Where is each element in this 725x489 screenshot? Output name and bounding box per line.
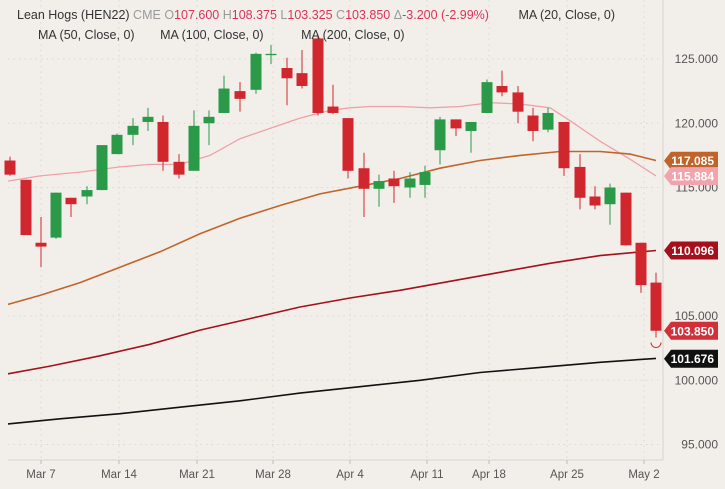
candle[interactable] — [142, 107, 154, 131]
high-label: H — [222, 8, 232, 22]
candle[interactable] — [312, 34, 324, 116]
candle[interactable] — [188, 110, 200, 171]
candle[interactable] — [203, 110, 215, 146]
candle[interactable] — [574, 154, 586, 210]
svg-text:110.096: 110.096 — [671, 244, 714, 258]
candle[interactable] — [65, 197, 77, 218]
ma-line — [7, 102, 657, 182]
low-value: 103.325 — [287, 8, 333, 22]
close-value: 103.850 — [345, 8, 391, 22]
candle[interactable] — [419, 165, 431, 198]
candle[interactable] — [434, 116, 446, 165]
candle[interactable] — [527, 107, 539, 142]
candle[interactable] — [450, 119, 462, 137]
x-tick-label: Apr 25 — [550, 469, 584, 481]
candle[interactable] — [234, 82, 246, 112]
y-tick-label: 105.000 — [675, 309, 719, 323]
x-tick-label: Apr 11 — [410, 469, 443, 481]
candle[interactable] — [250, 52, 262, 94]
open-label: O — [164, 8, 175, 22]
high-value: 108.375 — [231, 8, 277, 22]
candle[interactable] — [496, 70, 508, 97]
candle[interactable] — [388, 170, 400, 203]
candle[interactable] — [50, 192, 62, 239]
svg-text:103.850: 103.850 — [671, 324, 715, 338]
candle[interactable] — [4, 156, 16, 176]
candle[interactable] — [542, 107, 554, 133]
svg-text:101.676: 101.676 — [671, 352, 715, 366]
plot-area[interactable] — [8, 0, 663, 460]
low-label: L — [280, 8, 288, 22]
open-value: 107.600 — [174, 8, 220, 22]
indicator-ma200[interactable]: MA (200, Close, 0) — [301, 28, 405, 42]
indicator-ma20[interactable]: MA (20, Close, 0) — [518, 8, 616, 22]
candle[interactable] — [620, 192, 632, 246]
indicator-legend: MA (50, Close, 0) MA (100, Close, 0) MA … — [38, 28, 439, 42]
exchange-label: CME — [133, 8, 161, 22]
close-label: C — [336, 8, 346, 22]
ohlc-legend: Lean Hogs (HEN22) CME O107.600 H108.375 … — [17, 8, 649, 22]
candle[interactable] — [373, 174, 385, 207]
candle[interactable] — [465, 121, 477, 153]
x-tick-label: Mar 28 — [255, 469, 291, 481]
x-tick-label: Apr 4 — [336, 469, 364, 481]
low-marker-icon — [650, 342, 662, 348]
x-tick-label: Mar 7 — [26, 469, 55, 481]
candle[interactable] — [111, 133, 123, 155]
x-tick-label: Mar 21 — [179, 469, 215, 481]
candle[interactable] — [157, 115, 169, 171]
candle[interactable] — [604, 183, 616, 225]
price-tag: 101.676 — [664, 349, 718, 368]
candle[interactable] — [512, 85, 524, 124]
indicator-ma100[interactable]: MA (100, Close, 0) — [160, 28, 264, 42]
ma-line — [7, 249, 657, 375]
candle[interactable] — [81, 186, 93, 205]
candle[interactable] — [342, 118, 354, 179]
change-label: Δ — [393, 8, 403, 22]
instrument-name: Lean Hogs (HEN22) — [17, 8, 130, 22]
candle[interactable] — [296, 50, 308, 89]
price-tag: 115.884 — [664, 167, 718, 186]
y-tick-label: 100.000 — [675, 373, 719, 387]
candle[interactable] — [404, 172, 416, 198]
svg-text:117.085: 117.085 — [671, 154, 714, 168]
ma-line — [7, 357, 657, 425]
y-tick-label: 125.000 — [675, 52, 719, 66]
candle[interactable] — [173, 154, 185, 179]
y-tick-label: 120.000 — [675, 116, 719, 130]
price-tag: 103.850 — [664, 321, 718, 340]
candle[interactable] — [20, 179, 32, 236]
candle[interactable] — [327, 84, 339, 115]
candle[interactable] — [218, 75, 230, 113]
candle[interactable] — [650, 272, 662, 338]
price-tag: 110.096 — [664, 241, 718, 260]
candle[interactable] — [127, 118, 139, 146]
price-tag: 117.085 — [664, 151, 718, 170]
candle[interactable] — [589, 186, 601, 210]
svg-text:115.884: 115.884 — [671, 170, 714, 184]
candle[interactable] — [558, 121, 570, 176]
candle[interactable] — [96, 145, 108, 191]
x-tick-label: May 2 — [628, 469, 659, 481]
indicator-ma50[interactable]: MA (50, Close, 0) — [38, 28, 135, 42]
candle[interactable] — [481, 79, 493, 113]
y-tick-label: 95.000 — [681, 438, 718, 452]
x-tick-label: Apr 18 — [472, 469, 506, 481]
candle[interactable] — [35, 217, 47, 268]
change-value: -3.200 (-2.99%) — [402, 8, 489, 22]
x-tick-label: Mar 14 — [101, 469, 137, 481]
candle[interactable] — [358, 152, 370, 218]
candle[interactable] — [281, 57, 293, 106]
candle[interactable] — [265, 44, 277, 65]
candle[interactable] — [635, 242, 647, 293]
